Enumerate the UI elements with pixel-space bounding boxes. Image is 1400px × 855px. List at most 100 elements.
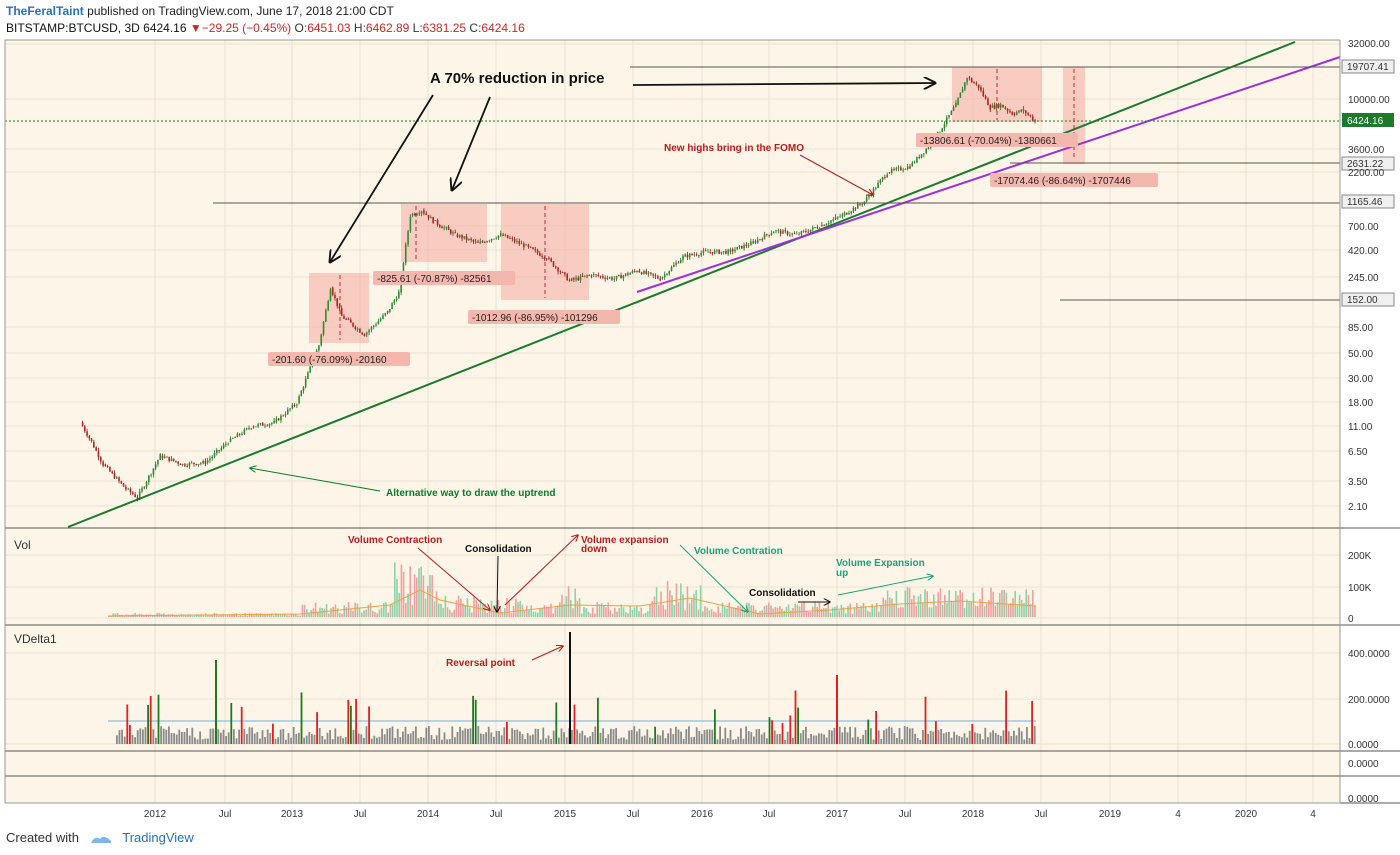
volume-bar	[708, 610, 711, 617]
vdelta-bar	[430, 735, 433, 744]
vdelta-bar	[409, 733, 412, 744]
candle-body	[257, 424, 259, 427]
vdelta-bar	[992, 730, 994, 744]
vdelta-bar	[389, 727, 391, 744]
candle-body	[129, 488, 132, 493]
volume-bar	[534, 611, 537, 617]
annotation-arrows	[250, 69, 1075, 661]
vdelta-bar	[597, 697, 599, 744]
candle-body	[659, 278, 661, 281]
open-value: 6451.03	[307, 21, 351, 35]
candle-body	[179, 463, 182, 466]
vdelta-bar	[220, 732, 222, 744]
candle-body	[465, 236, 468, 240]
volume-bar	[1023, 602, 1025, 617]
volume-bar	[825, 608, 827, 617]
vdelta-bar	[870, 728, 872, 744]
vdelta-bar	[937, 730, 940, 744]
candle-body	[707, 251, 709, 253]
vdelta-bar	[560, 728, 563, 744]
candle-body	[304, 378, 307, 388]
vdelta-bar	[802, 729, 805, 744]
vdelta-bar	[313, 734, 316, 744]
vdelta-bar	[906, 726, 909, 744]
vdelta-bar	[136, 730, 139, 744]
vdelta-bar	[909, 728, 911, 744]
measure-label-2018b: -17074.46 (-86.64%) -1707446	[994, 176, 1131, 187]
candle-body	[479, 241, 482, 244]
vdelta-bar	[451, 726, 454, 744]
volume-bar	[862, 602, 865, 617]
vdelta-bar	[1010, 735, 1013, 744]
candle-body	[661, 277, 664, 279]
volume-bar	[897, 607, 900, 617]
volume-bar	[673, 605, 675, 617]
candle-body	[115, 477, 118, 479]
volume-bar	[222, 614, 224, 617]
volume-bar	[424, 598, 427, 617]
volume-bar	[836, 605, 838, 617]
candle-body	[449, 229, 452, 234]
candle-body	[543, 257, 546, 259]
measure-label-bg	[916, 133, 1078, 147]
candle-body	[372, 325, 375, 327]
volume-bar	[625, 611, 627, 617]
candle-body	[1029, 114, 1032, 117]
volume-bar	[763, 606, 766, 617]
price-axis[interactable]: 32000.00 19707.41 10000.00 6424.16 3600.…	[1341, 39, 1395, 805]
vdelta-bar	[682, 738, 685, 744]
candle-body	[622, 275, 625, 279]
volume-bar	[809, 611, 812, 617]
vdelta-bar	[607, 734, 610, 744]
volume-bar	[574, 588, 576, 617]
vdelta-bar	[308, 731, 311, 744]
candle-body	[693, 254, 696, 256]
volume-bar	[946, 602, 948, 617]
volume-bar	[977, 605, 979, 617]
volume-bar	[435, 591, 438, 617]
candle-body	[154, 464, 157, 469]
candle-body	[877, 182, 879, 189]
vdelta-bar	[529, 735, 532, 744]
volume-bar	[202, 615, 205, 617]
volume-bar	[1021, 599, 1023, 617]
volume-bar	[779, 606, 781, 617]
volume-bar	[818, 602, 821, 617]
price-tick: 700.00	[1348, 222, 1379, 233]
vdelta-bar	[617, 738, 620, 744]
vdelta-bar	[558, 737, 560, 744]
volume-bar	[508, 602, 510, 617]
volume-ma-line	[107, 589, 1037, 617]
volume-bar	[816, 606, 818, 617]
vdelta-bar	[758, 728, 760, 744]
tradingview-link[interactable]: TradingView	[122, 830, 194, 845]
vdelta-bar	[771, 720, 773, 744]
volume-bar	[264, 614, 266, 617]
candle-body	[627, 273, 629, 275]
vdelta-bar	[194, 737, 196, 744]
volume-bar	[774, 606, 777, 617]
time-axis[interactable]: 2012 Jul 2013 Jul 2014 Jul 2015 Jul 2016…	[144, 809, 1316, 820]
volume-bar	[369, 602, 372, 617]
candle-body	[138, 491, 141, 498]
vdelta-bar	[1013, 730, 1015, 744]
vdelta-bar	[646, 729, 649, 744]
author-name[interactable]: TheFeralTaint	[6, 4, 84, 18]
vdelta-bar	[742, 738, 745, 744]
volume-bar	[636, 605, 638, 617]
volume-bar	[440, 603, 442, 617]
vdelta-bar	[552, 730, 555, 744]
vdelta-bar	[490, 732, 493, 744]
price-candles	[81, 75, 1036, 502]
vdelta-bar	[724, 727, 727, 744]
volume-bar	[1016, 605, 1019, 617]
candle-body	[784, 230, 787, 232]
measure-label-bg	[468, 310, 620, 324]
candle-body	[291, 404, 294, 409]
volume-bar	[229, 615, 231, 617]
vdelta-bar	[240, 706, 243, 744]
volume-bar	[697, 609, 700, 617]
candle-body	[852, 207, 855, 212]
candle-body	[409, 216, 412, 232]
